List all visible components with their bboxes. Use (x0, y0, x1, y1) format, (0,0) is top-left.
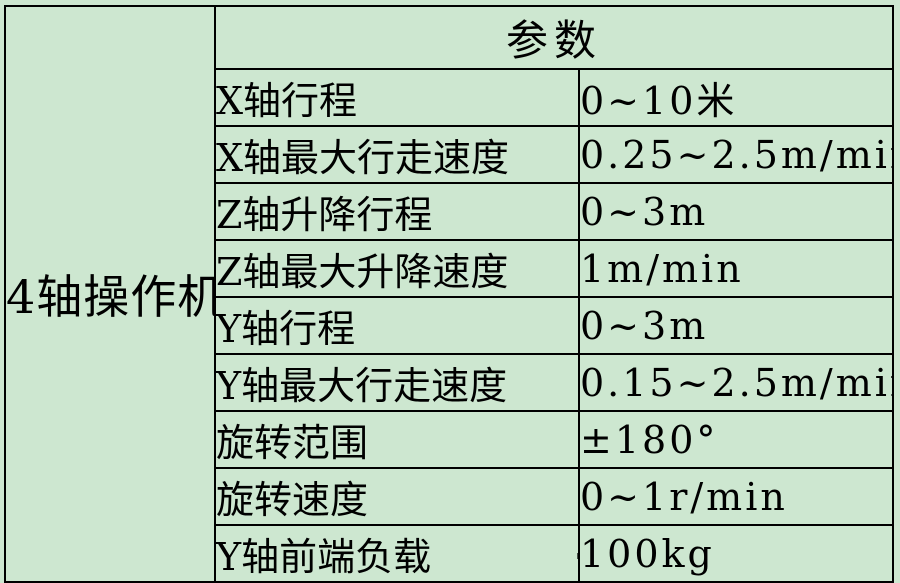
param-value-cell: 100kg (577, 524, 895, 583)
spec-table: 4轴操作机 参数 X轴行程 0~10米 X轴最大行走速度 0.25~2.5m/m… (4, 5, 895, 583)
parameters-header-cell: 参数 (213, 5, 895, 70)
param-name-cell: Y轴前端负载 (214, 524, 580, 583)
param-value-cell: 0~10米 (577, 68, 895, 127)
table-row: Z轴最大升降速度 1m/min (5, 239, 895, 298)
param-value-cell: ±180° (577, 410, 895, 469)
table-row: Y轴行程 0~3m (5, 296, 895, 355)
param-name-cell: 旋转速度 (214, 467, 580, 526)
cropped-next-row-divider (577, 553, 579, 559)
param-name-cell: X轴最大行走速度 (214, 125, 580, 184)
param-value-cell: 0~3m (577, 182, 895, 241)
param-name-cell: X轴行程 (214, 68, 580, 127)
table-row: Z轴升降行程 0~3m (5, 182, 895, 241)
document-page: 4轴操作机 参数 X轴行程 0~10米 X轴最大行走速度 0.25~2.5m/m… (4, 5, 895, 583)
param-value-cell: 0.15~2.5m/min (577, 353, 895, 412)
param-value-cell: 0~3m (577, 296, 895, 355)
param-value-cell: 0~1r/min (577, 467, 895, 526)
param-name-cell: Y轴最大行走速度 (214, 353, 580, 412)
param-name-cell: Z轴升降行程 (214, 182, 580, 241)
table-row: 旋转范围 ±180° (5, 410, 895, 469)
param-name-cell: Y轴行程 (214, 296, 580, 355)
param-name-cell: 旋转范围 (214, 410, 580, 469)
table-row: X轴行程 0~10米 (5, 68, 895, 127)
table-row: Y轴最大行走速度 0.15~2.5m/min (5, 353, 895, 412)
table-header-row: 4轴操作机 参数 (4, 5, 895, 583)
device-name-cell: 4轴操作机 (4, 5, 216, 583)
param-value-cell: 0.25~2.5m/min (577, 125, 895, 184)
param-name-cell: Z轴最大升降速度 (214, 239, 580, 298)
table-row: 旋转速度 0~1r/min (5, 467, 895, 526)
param-value-cell: 1m/min (577, 239, 895, 298)
table-row: X轴最大行走速度 0.25~2.5m/min (5, 125, 895, 184)
